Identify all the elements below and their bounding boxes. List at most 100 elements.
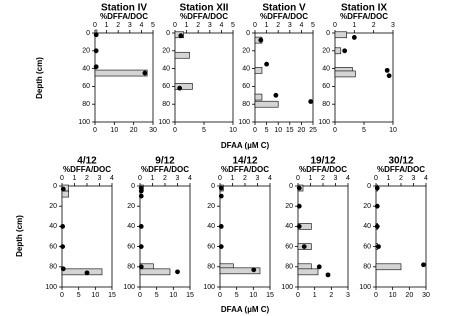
dot (138, 224, 144, 229)
y-tick-label: 100 (281, 284, 293, 291)
bar (254, 67, 263, 74)
dot (175, 269, 180, 275)
x2-tick-label: 1 (151, 175, 155, 182)
y-tick-label: 0 (246, 30, 250, 37)
dot (258, 37, 264, 43)
x2-tick-label: 1 (309, 175, 313, 182)
x2-tick-label: 2 (116, 22, 120, 29)
x-tick-label: 10 (274, 127, 282, 134)
y-tick-label: 40 (49, 223, 57, 230)
y-tick-label: 80 (49, 264, 57, 271)
x2-tick-label: 1 (352, 22, 356, 29)
bar (61, 268, 103, 276)
bar (334, 70, 356, 78)
dot (342, 48, 348, 54)
y-tick-label: 40 (242, 65, 250, 72)
x2-tick-label: 5 (151, 22, 155, 29)
x2-tick-label: 3 (208, 22, 212, 29)
x2-tick-label: 4 (188, 175, 192, 182)
dot (325, 272, 331, 278)
y-tick-label: 40 (363, 223, 371, 230)
x-tick-label: 0 (333, 127, 337, 134)
dot (218, 185, 224, 191)
bar (375, 263, 402, 271)
x2-tick-label: 4 (299, 22, 303, 29)
y-tick-label: 60 (127, 243, 135, 250)
y-tick-label: 80 (322, 101, 330, 108)
y-tick-label: 100 (359, 284, 371, 291)
panel-title: Station IV (101, 3, 147, 14)
x2-tick-label: 3 (288, 22, 292, 29)
top-axis-label: %DFFA/DOC (340, 12, 388, 21)
x-tick-label: 0 (173, 127, 177, 134)
bar (254, 100, 279, 108)
y-tick-label: 80 (285, 264, 293, 271)
dot (138, 193, 144, 199)
bar (139, 268, 171, 276)
dot (218, 224, 224, 229)
panel-title: 9/12 (155, 156, 175, 167)
x-tick-label: 5 (235, 292, 239, 299)
x-tick-label: 25 (309, 127, 317, 134)
x-tick-label: 10 (229, 127, 237, 134)
x2-tick-label: 0 (253, 22, 257, 29)
x-tick-label: 10 (169, 292, 177, 299)
dot (60, 244, 66, 250)
y-tick-label: 0 (131, 183, 135, 190)
dot (138, 264, 144, 270)
x-tick-label: 15 (266, 292, 274, 299)
x2-tick-label: 3 (98, 175, 102, 182)
dot (376, 244, 381, 250)
x2-tick-label: 1 (265, 22, 269, 29)
x2-tick-label: 2 (276, 22, 280, 29)
dot (386, 73, 392, 79)
dot (93, 48, 99, 54)
y-tick-label: 40 (162, 65, 170, 72)
y-tick-label: 20 (82, 48, 90, 55)
y-tick-label: 60 (207, 243, 215, 250)
x-tick-label: 10 (91, 292, 99, 299)
x2-tick-label: 5 (231, 22, 235, 29)
dot (93, 64, 99, 70)
x-tick-label: 5 (202, 127, 206, 134)
x2-tick-label: 4 (110, 175, 114, 182)
x2-tick-label: 1 (185, 22, 189, 29)
x2-tick-label: 0 (218, 175, 222, 182)
x2-tick-label: 1 (105, 22, 109, 29)
y-tick-label: 60 (285, 243, 293, 250)
x-tick-label: 5 (265, 127, 269, 134)
y-tick-label: 100 (318, 119, 330, 126)
dot (374, 224, 380, 229)
x2-tick-label: 0 (333, 22, 337, 29)
y-tick-label: 40 (82, 65, 90, 72)
x2-tick-label: 3 (391, 22, 395, 29)
x2-tick-label: 0 (60, 175, 64, 182)
x-tick-label: 0 (138, 292, 142, 299)
y-tick-label: 80 (363, 264, 371, 271)
y-tick-label: 80 (82, 101, 90, 108)
y-tick-label: 0 (166, 30, 170, 37)
y-tick-label: 0 (289, 183, 293, 190)
y-tick-label: 20 (285, 203, 293, 210)
dot (251, 267, 257, 273)
x2-tick-label: 4 (219, 22, 223, 29)
x2-tick-label: 4 (346, 175, 350, 182)
y-tick-label: 100 (203, 284, 215, 291)
x-tick-label: 1 (313, 292, 317, 299)
x2-tick-label: 4 (424, 175, 428, 182)
y-tick-label: 100 (123, 284, 135, 291)
dot (374, 203, 380, 209)
dot (93, 32, 99, 38)
dot (60, 266, 66, 272)
x-tick-label: 0 (93, 127, 97, 134)
dot (138, 244, 144, 250)
y-tick-label: 20 (49, 203, 57, 210)
x-tick-label: 30 (422, 292, 430, 299)
x2-tick-label: 0 (93, 22, 97, 29)
x2-tick-label: 1 (73, 175, 77, 182)
x2-tick-label: 3 (256, 175, 260, 182)
x-tick-label: 0 (218, 292, 222, 299)
y-tick-label: 20 (127, 203, 135, 210)
y-tick-label: 0 (211, 183, 215, 190)
y-tick-label: 80 (242, 101, 250, 108)
